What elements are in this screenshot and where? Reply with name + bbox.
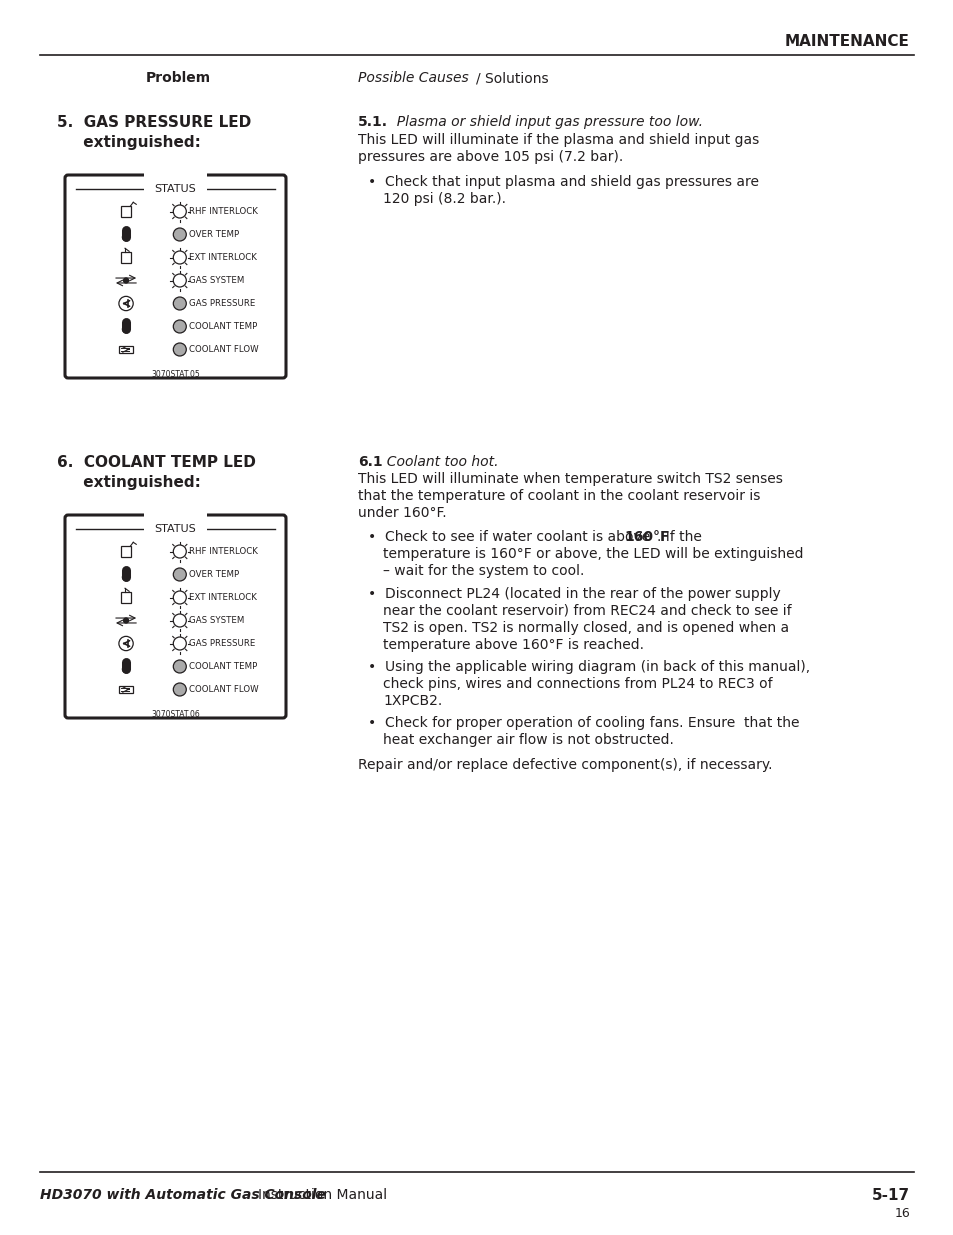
Text: Possible Causes: Possible Causes	[357, 70, 468, 85]
Circle shape	[122, 326, 130, 332]
Circle shape	[173, 320, 186, 333]
Circle shape	[173, 296, 186, 310]
Text: that the temperature of coolant in the coolant reservoir is: that the temperature of coolant in the c…	[357, 489, 760, 503]
Bar	[119, 685, 133, 693]
Text: RHF INTERLOCK: RHF INTERLOCK	[189, 207, 258, 216]
Bar	[121, 546, 132, 557]
Text: temperature above 160°F is reached.: temperature above 160°F is reached.	[382, 638, 643, 652]
Circle shape	[173, 343, 186, 356]
Circle shape	[124, 278, 129, 283]
Text: / Solutions: / Solutions	[476, 70, 548, 85]
Text: 5.  GAS PRESSURE LED: 5. GAS PRESSURE LED	[57, 115, 251, 130]
Text: temperature is 160°F or above, the LED will be extinguished: temperature is 160°F or above, the LED w…	[382, 547, 802, 561]
Bar	[121, 593, 132, 603]
Text: COOLANT TEMP: COOLANT TEMP	[189, 322, 257, 331]
Text: Instruction Manual: Instruction Manual	[257, 1188, 387, 1202]
FancyBboxPatch shape	[65, 175, 286, 378]
Text: check pins, wires and connections from PL24 to REC3 of: check pins, wires and connections from P…	[382, 677, 772, 692]
Circle shape	[173, 251, 186, 264]
Circle shape	[173, 568, 186, 580]
Circle shape	[173, 683, 186, 697]
Bar	[119, 346, 133, 353]
Text: •  Check for proper operation of cooling fans. Ensure  that the: • Check for proper operation of cooling …	[368, 716, 799, 730]
Text: •  Using the applicable wiring diagram (in back of this manual),: • Using the applicable wiring diagram (i…	[368, 659, 809, 674]
Text: This LED will illuminate when temperature switch TS2 senses: This LED will illuminate when temperatur…	[357, 472, 782, 487]
Circle shape	[122, 233, 130, 241]
Text: 6.1: 6.1	[357, 454, 382, 469]
Text: EXT INTERLOCK: EXT INTERLOCK	[189, 593, 257, 601]
Text: Repair and/or replace defective component(s), if necessary.: Repair and/or replace defective componen…	[357, 758, 772, 772]
Text: OVER TEMP: OVER TEMP	[189, 571, 239, 579]
Circle shape	[173, 205, 186, 219]
FancyBboxPatch shape	[65, 515, 286, 718]
Text: near the coolant reservoir) from REC24 and check to see if: near the coolant reservoir) from REC24 a…	[382, 604, 791, 618]
Text: STATUS: STATUS	[154, 184, 196, 194]
Bar	[121, 252, 132, 263]
Text: COOLANT FLOW: COOLANT FLOW	[189, 685, 258, 694]
Text: RHF INTERLOCK: RHF INTERLOCK	[189, 547, 258, 556]
Text: STATUS: STATUS	[154, 524, 196, 534]
Text: . If the: . If the	[657, 530, 701, 543]
Text: 160°F: 160°F	[623, 530, 669, 543]
Text: GAS SYSTEM: GAS SYSTEM	[189, 275, 244, 285]
Text: OVER TEMP: OVER TEMP	[189, 230, 239, 240]
Text: Coolant too hot.: Coolant too hot.	[377, 454, 498, 469]
Text: MAINTENANCE: MAINTENANCE	[784, 35, 909, 49]
Text: 5.1.: 5.1.	[357, 115, 388, 128]
Text: Plasma or shield input gas pressure too low.: Plasma or shield input gas pressure too …	[388, 115, 702, 128]
Text: COOLANT TEMP: COOLANT TEMP	[189, 662, 257, 671]
Bar	[121, 206, 132, 216]
Text: This LED will illuminate if the plasma and shield input gas: This LED will illuminate if the plasma a…	[357, 133, 759, 147]
Text: COOLANT FLOW: COOLANT FLOW	[189, 345, 258, 354]
Circle shape	[173, 228, 186, 241]
Text: 5-17: 5-17	[871, 1188, 909, 1203]
Text: 120 psi (8.2 bar.).: 120 psi (8.2 bar.).	[382, 191, 505, 206]
Text: 6.  COOLANT TEMP LED: 6. COOLANT TEMP LED	[57, 454, 255, 471]
Text: heat exchanger air flow is not obstructed.: heat exchanger air flow is not obstructe…	[382, 734, 673, 747]
Text: EXT INTERLOCK: EXT INTERLOCK	[189, 253, 257, 262]
Text: HD3070 with Automatic Gas Console: HD3070 with Automatic Gas Console	[40, 1188, 326, 1202]
Text: – wait for the system to cool.: – wait for the system to cool.	[382, 564, 584, 578]
Text: 16: 16	[893, 1207, 909, 1220]
Text: extinguished:: extinguished:	[57, 135, 201, 149]
Circle shape	[173, 592, 186, 604]
Circle shape	[173, 637, 186, 650]
Text: •  Disconnect PL24 (located in the rear of the power supply: • Disconnect PL24 (located in the rear o…	[368, 587, 780, 601]
Circle shape	[124, 618, 129, 622]
Text: under 160°F.: under 160°F.	[357, 506, 446, 520]
Text: Problem: Problem	[145, 70, 211, 85]
Circle shape	[173, 659, 186, 673]
Circle shape	[122, 666, 130, 673]
Text: •  Check to see if water coolant is above: • Check to see if water coolant is above	[368, 530, 654, 543]
Text: extinguished:: extinguished:	[57, 475, 201, 490]
Text: GAS PRESSURE: GAS PRESSURE	[189, 638, 255, 648]
Text: pressures are above 105 psi (7.2 bar).: pressures are above 105 psi (7.2 bar).	[357, 149, 622, 164]
Text: GAS PRESSURE: GAS PRESSURE	[189, 299, 255, 308]
Circle shape	[173, 614, 186, 627]
Circle shape	[119, 296, 133, 311]
Text: TS2 is open. TS2 is normally closed, and is opened when a: TS2 is open. TS2 is normally closed, and…	[382, 621, 788, 635]
Text: 3070STAT.05: 3070STAT.05	[151, 370, 200, 379]
Circle shape	[173, 545, 186, 558]
Text: 1XPCB2.: 1XPCB2.	[382, 694, 442, 708]
Circle shape	[122, 573, 130, 580]
Text: 3070STAT.06: 3070STAT.06	[151, 710, 200, 719]
Text: GAS SYSTEM: GAS SYSTEM	[189, 616, 244, 625]
Circle shape	[119, 636, 133, 651]
Text: •  Check that input plasma and shield gas pressures are: • Check that input plasma and shield gas…	[368, 175, 759, 189]
Circle shape	[173, 274, 186, 287]
